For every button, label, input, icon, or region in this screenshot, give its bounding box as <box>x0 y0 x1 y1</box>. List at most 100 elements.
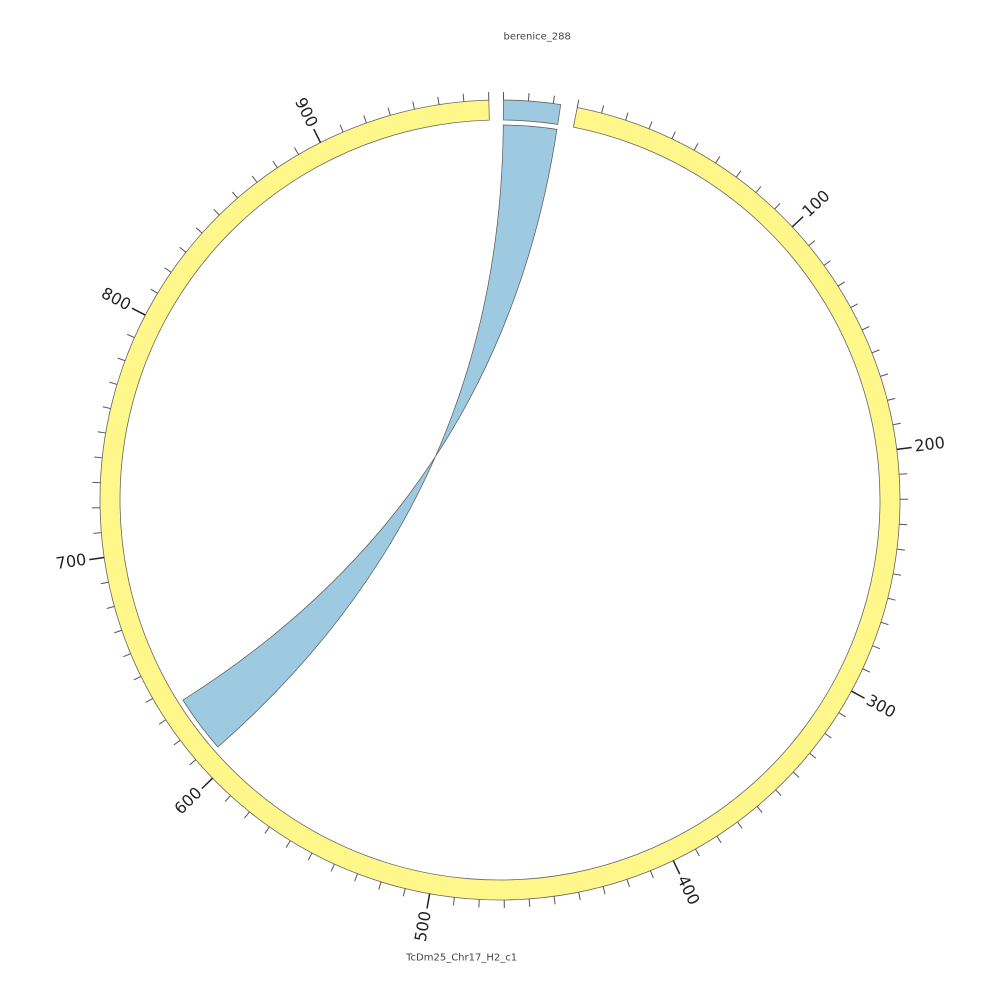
minor-tick <box>649 121 652 128</box>
minor-tick <box>893 574 901 575</box>
tick-label: 200 <box>913 433 946 456</box>
minor-tick <box>403 889 405 897</box>
minor-tick <box>355 874 358 881</box>
minor-tick <box>602 105 604 113</box>
minor-tick <box>107 606 115 608</box>
major-tick <box>897 448 912 450</box>
minor-tick <box>776 790 782 796</box>
minor-tick <box>736 171 741 177</box>
minor-tick <box>294 148 298 155</box>
minor-tick <box>93 533 101 534</box>
minor-tick <box>577 100 579 108</box>
minor-tick <box>529 899 530 907</box>
minor-tick <box>232 192 237 198</box>
minor-tick <box>717 836 721 843</box>
minor-tick <box>388 108 390 116</box>
tick-label: 800 <box>98 283 134 314</box>
minor-tick <box>756 186 761 192</box>
major-tick <box>132 308 145 315</box>
minor-tick <box>737 822 742 828</box>
minor-tick <box>151 289 158 293</box>
minor-tick <box>123 654 130 657</box>
tick-label: 600 <box>170 783 205 818</box>
minor-tick <box>103 407 111 409</box>
minor-tick <box>528 93 529 101</box>
minor-tick <box>146 698 153 702</box>
minor-tick <box>694 143 698 150</box>
minor-tick <box>225 796 230 802</box>
minor-tick <box>190 760 196 765</box>
minor-tick <box>872 646 879 649</box>
minor-tick <box>851 304 858 308</box>
minor-tick <box>214 209 220 215</box>
minor-tick <box>893 423 901 425</box>
tick-label: 700 <box>55 550 88 573</box>
segment-arc <box>503 100 560 124</box>
tick-label: 300 <box>863 690 899 721</box>
minor-tick <box>331 864 334 871</box>
minor-tick <box>839 713 846 717</box>
minor-tick <box>109 382 117 384</box>
minor-tick <box>413 101 415 109</box>
tick-label: 100 <box>798 186 833 221</box>
minor-tick <box>650 871 653 878</box>
minor-tick <box>340 125 343 132</box>
minor-tick <box>159 720 166 724</box>
minor-tick <box>863 669 870 672</box>
minor-tick <box>579 892 581 900</box>
minor-tick <box>453 897 454 905</box>
minor-tick <box>887 398 895 400</box>
minor-tick <box>379 882 381 890</box>
minor-tick <box>165 268 172 273</box>
minor-tick <box>364 115 367 123</box>
minor-tick <box>252 176 257 182</box>
minor-tick <box>888 598 896 600</box>
minor-tick <box>286 841 290 848</box>
minor-tick <box>118 358 125 361</box>
minor-tick <box>127 334 134 337</box>
minor-tick <box>94 457 102 458</box>
minor-tick <box>101 582 109 584</box>
minor-tick <box>626 113 629 121</box>
minor-tick <box>716 156 720 163</box>
tick-label: 400 <box>673 872 703 908</box>
minor-tick <box>273 161 277 168</box>
minor-tick <box>809 241 815 246</box>
minor-tick <box>438 97 439 105</box>
minor-tick <box>196 228 202 233</box>
tick-label: 500 <box>411 910 435 943</box>
minor-tick <box>308 853 312 860</box>
segment-label: TcDm25_Chr17_H2_c1 <box>405 952 517 963</box>
minor-tick <box>134 676 141 680</box>
minor-tick <box>695 849 699 856</box>
major-tick <box>673 861 679 875</box>
minor-tick <box>265 827 270 834</box>
minor-tick <box>672 132 675 139</box>
minor-tick <box>880 374 888 376</box>
minor-tick <box>793 772 799 777</box>
minor-tick <box>838 282 845 286</box>
minor-tick <box>899 474 907 475</box>
minor-tick <box>775 203 780 209</box>
minor-tick <box>897 549 905 550</box>
minor-tick <box>603 887 605 895</box>
major-tick <box>202 778 213 788</box>
major-tick <box>792 217 803 227</box>
minor-tick <box>810 753 816 758</box>
minor-tick <box>553 96 554 104</box>
minor-tick <box>554 896 555 904</box>
minor-tick <box>180 247 186 252</box>
minor-tick <box>872 350 879 353</box>
minor-tick <box>825 733 831 738</box>
major-tick <box>89 558 104 560</box>
minor-tick <box>244 812 249 818</box>
minor-tick <box>463 94 464 102</box>
major-tick <box>314 129 321 142</box>
minor-tick <box>627 879 630 887</box>
minor-tick <box>824 261 830 266</box>
minor-tick <box>881 622 889 624</box>
tick-label: 900 <box>291 94 322 130</box>
minor-tick <box>757 806 762 812</box>
minor-tick <box>862 327 869 330</box>
